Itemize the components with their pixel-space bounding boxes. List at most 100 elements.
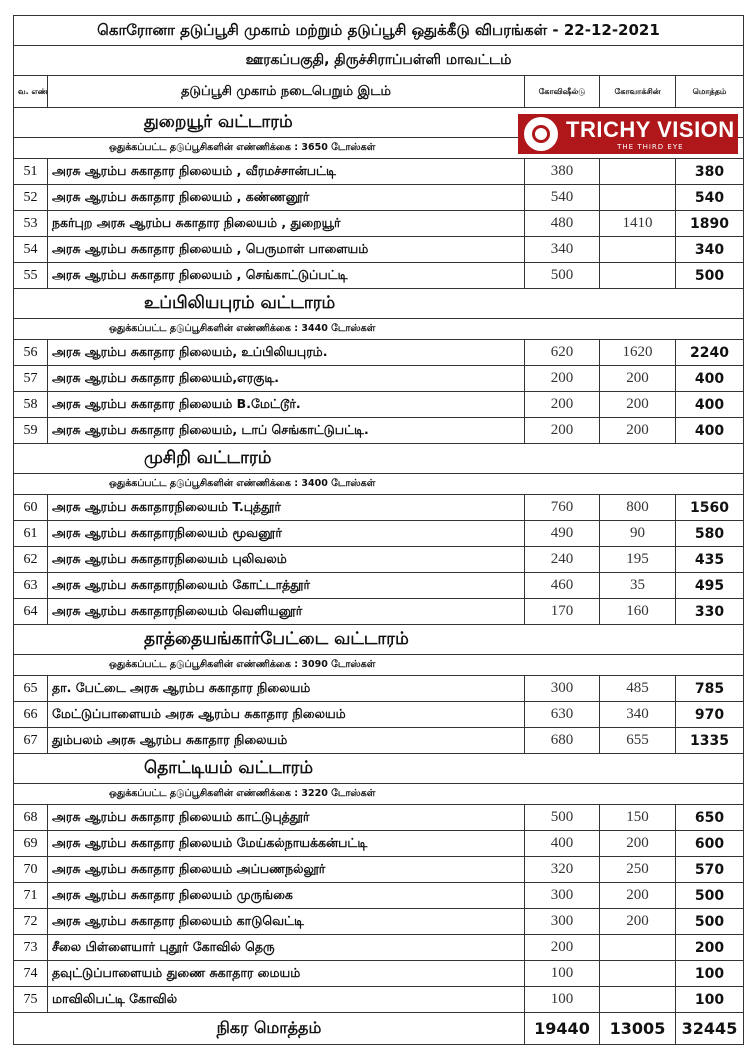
covaxin-count: 35	[599, 572, 676, 599]
eye-icon	[524, 117, 558, 151]
section-header-row: முசிறி வட்டாரம்	[13, 443, 744, 474]
total-count: 380	[675, 158, 744, 185]
serial-number: 60	[13, 494, 48, 521]
total-count: 540	[675, 184, 744, 211]
place-name: அரசு ஆரம்ப சுகாதார நிலையம் காடுவெட்டி	[47, 908, 525, 935]
place-name: மேட்டுப்பாளையம் அரசு ஆரம்ப சுகாதார நிலைய…	[47, 701, 525, 728]
place-name: அரசு ஆரம்ப சுகாதார நிலையம் , வீரமச்சான்ப…	[47, 158, 525, 185]
table-row: 69 அரசு ஆரம்ப சுகாதார நிலையம் மேய்கல்நாயக…	[13, 830, 744, 857]
total-count: 100	[675, 986, 744, 1013]
allocation-row: ஒதுக்கப்பட்ட தடுப்பூசிகளின் எண்ணிக்கை : …	[13, 654, 744, 676]
covaxin-count: 195	[599, 546, 676, 573]
table-row: 57 அரசு ஆரம்ப சுகாதார நிலையம்,எரகுடி. 200 2…	[13, 365, 744, 392]
table-row: 61 அரசு ஆரம்ப சுகாதாரநிலையம் மூவனூர் 490 90…	[13, 520, 744, 547]
serial-number: 52	[13, 184, 48, 211]
serial-number: 58	[13, 391, 48, 418]
total-count: 495	[675, 572, 744, 599]
table-row: 55 அரசு ஆரம்ப சுகாதார நிலையம் , செங்காட்ட…	[13, 262, 744, 289]
serial-number: 75	[13, 986, 48, 1013]
covishield-count: 340	[524, 236, 600, 263]
total-count: 580	[675, 520, 744, 547]
total-count: 570	[675, 856, 744, 883]
place-name: அரசு ஆரம்ப சுகாதாரநிலையம் புலிவலம்	[47, 546, 525, 573]
serial-number: 67	[13, 727, 48, 754]
table-row: 68 அரசு ஆரம்ப சுகாதார நிலையம் காட்டுபுத்த…	[13, 804, 744, 831]
total-count: 200	[675, 934, 744, 961]
covishield-count: 380	[524, 158, 600, 185]
covishield-count: 460	[524, 572, 600, 599]
total-count: 400	[675, 365, 744, 392]
table-row: 56 அரசு ஆரம்ப சுகாதார நிலையம், உப்பிலியபு…	[13, 339, 744, 366]
serial-number: 68	[13, 804, 48, 831]
place-name: அரசு ஆரம்ப சுகாதார நிலையம்,எரகுடி.	[47, 365, 525, 392]
allocation-text: ஒதுக்கப்பட்ட தடுப்பூசிகளின் எண்ணிக்கை : …	[13, 783, 744, 805]
total-count: 435	[675, 546, 744, 573]
total-count: 1335	[675, 727, 744, 754]
trichy-vision-logo: TRICHY VISION THE THIRD EYE	[518, 114, 738, 154]
place-name: அரசு ஆரம்ப சுகாதாரநிலையம் வெளியனூர்	[47, 598, 525, 625]
section-name: முசிறி வட்டாரம்	[13, 443, 744, 474]
covaxin-count: 150	[599, 804, 676, 831]
covaxin-count: 250	[599, 856, 676, 883]
covaxin-count: 485	[599, 675, 676, 702]
total-count: 1560	[675, 494, 744, 521]
allocation-text: ஒதுக்கப்பட்ட தடுப்பூசிகளின் எண்ணிக்கை : …	[13, 473, 744, 495]
document-subtitle: ஊரகப்பகுதி, திருச்சிராப்பள்ளி மாவட்டம்	[13, 45, 744, 76]
table-row: 66 மேட்டுப்பாளையம் அரசு ஆரம்ப சுகாதார நில…	[13, 701, 744, 728]
allocation-row: ஒதுக்கப்பட்ட தடுப்பூசிகளின் எண்ணிக்கை : …	[13, 318, 744, 340]
total-count: 2240	[675, 339, 744, 366]
total-count: 100	[675, 960, 744, 987]
section-header-row: தாத்தையங்கார்பேட்டை வட்டாரம்	[13, 624, 744, 655]
covishield-count: 680	[524, 727, 600, 754]
table-row: 70 அரசு ஆரம்ப சுகாதார நிலையம் அப்பணநல்லூர…	[13, 856, 744, 883]
covaxin-count	[599, 262, 676, 289]
document-title: கொரோனா தடுப்பூசி முகாம் மற்றும் தடுப்பூச…	[13, 15, 744, 46]
total-count: 400	[675, 391, 744, 418]
covishield-count: 620	[524, 339, 600, 366]
covaxin-count: 200	[599, 908, 676, 935]
total-count: 340	[675, 236, 744, 263]
vaccination-table: கொரோனா தடுப்பூசி முகாம் மற்றும் தடுப்பூச…	[13, 15, 744, 1045]
place-name: நகர்புற அரசு ஆரம்ப சுகாதார நிலையம் , துற…	[47, 210, 525, 237]
covaxin-count: 160	[599, 598, 676, 625]
table-row: 51 அரசு ஆரம்ப சுகாதார நிலையம் , வீரமச்சான…	[13, 158, 744, 185]
table-row: 58 அரசு ஆரம்ப சுகாதார நிலையம் B.மேட்டூர்.…	[13, 391, 744, 418]
covishield-count: 300	[524, 675, 600, 702]
header-covaxin: கோவாக்சின்	[599, 75, 676, 108]
covishield-count: 630	[524, 701, 600, 728]
table-row: 52 அரசு ஆரம்ப சுகாதார நிலையம் , கண்ணனூர் 5…	[13, 184, 744, 211]
logo-name: TRICHY VISION	[566, 117, 735, 142]
covaxin-count	[599, 236, 676, 263]
table-row: 75 மாவிலிபட்டி கோவில் 100 100	[13, 986, 744, 1013]
place-name: அரசு ஆரம்ப சுகாதார நிலையம் காட்டுபுத்தூர…	[47, 804, 525, 831]
total-count: 600	[675, 830, 744, 857]
section-name: உப்பிலியபுரம் வட்டாரம்	[13, 288, 744, 319]
header-total: மொத்தம்	[675, 75, 744, 108]
serial-number: 59	[13, 417, 48, 444]
covaxin-count: 800	[599, 494, 676, 521]
section-header-row: தொட்டியம் வட்டாரம்	[13, 753, 744, 784]
table-row: 67 தும்பலம் அரசு ஆரம்ப சுகாதார நிலையம் 680…	[13, 727, 744, 754]
allocation-row: ஒதுக்கப்பட்ட தடுப்பூசிகளின் எண்ணிக்கை : …	[13, 473, 744, 495]
covishield-count: 480	[524, 210, 600, 237]
covishield-count: 300	[524, 882, 600, 909]
covishield-count: 760	[524, 494, 600, 521]
grand-total-row: நிகர மொத்தம் 19440 13005 32445	[13, 1012, 744, 1045]
total-count: 330	[675, 598, 744, 625]
covishield-count: 490	[524, 520, 600, 547]
serial-number: 61	[13, 520, 48, 547]
serial-number: 55	[13, 262, 48, 289]
covishield-count: 170	[524, 598, 600, 625]
place-name: தா. பேட்டை அரசு ஆரம்ப சுகாதார நிலையம்	[47, 675, 525, 702]
table-row: 74 தவுட்டுப்பாளையம் துணை சுகாதார மையம் 100…	[13, 960, 744, 987]
header-place: தடுப்பூசி முகாம் நடைபெறும் இடம்	[47, 75, 525, 108]
covishield-count: 400	[524, 830, 600, 857]
total-count: 500	[675, 908, 744, 935]
covaxin-count: 1410	[599, 210, 676, 237]
covishield-count: 200	[524, 365, 600, 392]
place-name: அரசு ஆரம்ப சுகாதாரநிலையம் கோட்டாத்தூர்	[47, 572, 525, 599]
table-row: 72 அரசு ஆரம்ப சுகாதார நிலையம் காடுவெட்டி 3…	[13, 908, 744, 935]
serial-number: 74	[13, 960, 48, 987]
grand-total-total: 32445	[675, 1012, 744, 1045]
place-name: அரசு ஆரம்ப சுகாதார நிலையம் முருங்கை	[47, 882, 525, 909]
